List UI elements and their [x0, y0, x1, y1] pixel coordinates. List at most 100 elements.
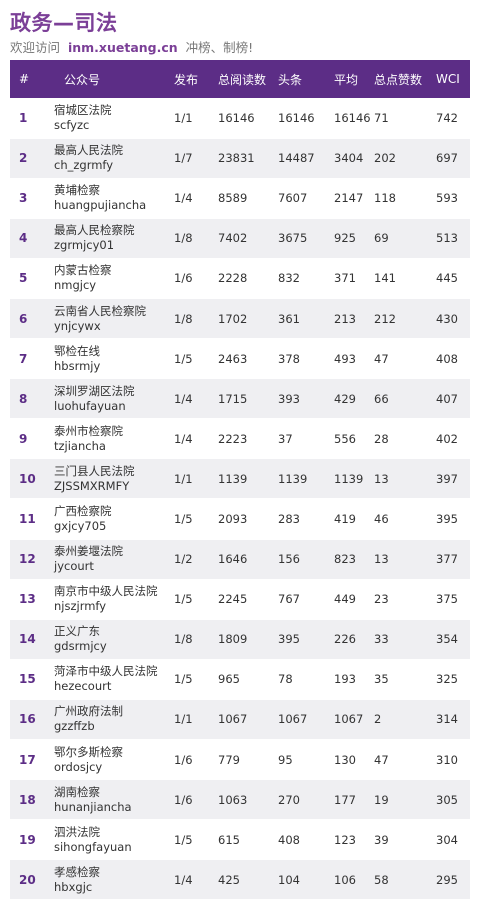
total-reads-cell: 965: [214, 659, 274, 700]
col-header-wci: WCI: [436, 72, 460, 86]
site-link[interactable]: inm.xuetang.cn: [67, 40, 178, 55]
publish-cell: 1/8: [170, 298, 214, 340]
likes-cell: 69: [370, 218, 432, 259]
account-name[interactable]: 鄂检在线: [54, 343, 100, 358]
rank-cell: 17: [10, 739, 50, 781]
account-name[interactable]: 深圳罗湖区法院: [54, 383, 135, 398]
headline-reads-cell: 1139: [274, 458, 330, 500]
headline-reads-cell: 16146: [274, 98, 330, 139]
account-id: ordosjcy: [54, 759, 103, 774]
account-name[interactable]: 黄埔检察: [54, 183, 100, 198]
account-name[interactable]: 广州政府法制: [54, 704, 123, 719]
col-header-publish: 发布: [174, 72, 199, 87]
account-cell: 广州政府法制 gzzffzb: [50, 699, 170, 741]
page-title: 政务—司法: [10, 11, 118, 35]
col-header-average: 平均: [334, 72, 359, 87]
account-id: hezecourt: [54, 679, 112, 694]
wci-cell: 430: [432, 298, 470, 340]
table-row: 5 内蒙古检察 nmgjcy 1/6 2228 832 371 141 445: [10, 258, 470, 299]
wci-cell: 295: [432, 859, 470, 901]
total-reads-cell: 2228: [214, 258, 274, 299]
publish-cell: 1/4: [170, 859, 214, 901]
publish-cell: 1/6: [170, 739, 214, 781]
account-name[interactable]: 湖南检察: [54, 784, 100, 799]
publish-cell: 1/1: [170, 98, 214, 139]
account-name[interactable]: 广西检察院: [54, 503, 112, 518]
wci-cell: 314: [432, 699, 470, 741]
headline-reads-cell: 393: [274, 378, 330, 420]
average-reads-cell: 193: [330, 659, 370, 700]
wci-cell: 395: [432, 498, 470, 540]
account-name[interactable]: 内蒙古检察: [54, 263, 112, 278]
page-subtitle: 欢迎访问 inm.xuetang.cn 冲榜、制榜!: [10, 37, 253, 56]
account-name[interactable]: 云南省人民检察院: [54, 303, 146, 318]
account-id: hbxgjc: [54, 879, 93, 894]
rank-cell: 20: [10, 859, 50, 901]
publish-cell: 1/5: [170, 659, 214, 700]
publish-cell: 1/4: [170, 378, 214, 420]
wci-cell: 402: [432, 418, 470, 460]
headline-reads-cell: 767: [274, 579, 330, 620]
account-cell: 黄埔检察 huangpujiancha: [50, 178, 170, 219]
wci-cell: 407: [432, 378, 470, 420]
likes-cell: 202: [370, 138, 432, 179]
account-name[interactable]: 泰州姜堰法院: [54, 544, 123, 559]
account-name[interactable]: 最高人民法院: [54, 143, 123, 158]
table-row: 3 黄埔检察 huangpujiancha 1/4 8589 7607 2147 118 593: [10, 178, 470, 219]
headline-reads-cell: 270: [274, 779, 330, 821]
account-name[interactable]: 孝感检察: [54, 864, 100, 879]
total-reads-cell: 2245: [214, 579, 274, 620]
account-name[interactable]: 菏泽市中级人民法院: [54, 664, 158, 679]
total-reads-cell: 23831: [214, 138, 274, 179]
account-name[interactable]: 泰州市检察院: [54, 423, 123, 438]
headline-reads-cell: 14487: [274, 138, 330, 179]
headline-reads-cell: 361: [274, 298, 330, 340]
wci-cell: 305: [432, 779, 470, 821]
account-name[interactable]: 三门县人民法院: [54, 463, 135, 478]
likes-cell: 2: [370, 699, 432, 741]
account-cell: 最高人民检察院 zgrmjcy01: [50, 218, 170, 259]
table-row: 9 泰州市检察院 tzjiancha 1/4 2223 37 556 28 402: [10, 418, 470, 460]
wci-cell: 304: [432, 819, 470, 861]
likes-cell: 28: [370, 418, 432, 460]
account-id: hunanjiancha: [54, 799, 132, 814]
account-name[interactable]: 最高人民检察院: [54, 223, 135, 238]
account-name[interactable]: 南京市中级人民法院: [54, 584, 158, 599]
table-row: 12 泰州姜堰法院 jycourt 1/2 1646 156 823 13 377: [10, 539, 470, 580]
publish-cell: 1/8: [170, 218, 214, 259]
total-reads-cell: 7402: [214, 218, 274, 259]
headline-reads-cell: 95: [274, 739, 330, 781]
col-header-headline: 头条: [278, 72, 303, 87]
headline-reads-cell: 78: [274, 659, 330, 700]
total-reads-cell: 1063: [214, 779, 274, 821]
rank-cell: 7: [10, 338, 50, 380]
account-cell: 泰州市检察院 tzjiancha: [50, 418, 170, 460]
col-header-rank: #: [19, 72, 30, 86]
account-cell: 湖南检察 hunanjiancha: [50, 779, 170, 821]
welcome-text: 欢迎访问: [10, 40, 61, 55]
wci-cell: 593: [432, 178, 470, 219]
wci-cell: 310: [432, 739, 470, 781]
total-reads-cell: 8589: [214, 178, 274, 219]
account-id: ynjcywx: [54, 318, 101, 333]
headline-reads-cell: 156: [274, 539, 330, 580]
account-name[interactable]: 泗洪法院: [54, 824, 100, 839]
account-cell: 最高人民法院 ch_zgrmfy: [50, 138, 170, 179]
average-reads-cell: 106: [330, 859, 370, 901]
average-reads-cell: 556: [330, 418, 370, 460]
publish-cell: 1/4: [170, 418, 214, 460]
rank-cell: 6: [10, 298, 50, 340]
account-name[interactable]: 正义广东: [54, 624, 100, 639]
account-name[interactable]: 宿城区法院: [54, 102, 112, 117]
likes-cell: 19: [370, 779, 432, 821]
wci-cell: 445: [432, 258, 470, 299]
account-id: zgrmjcy01: [54, 238, 115, 253]
headline-reads-cell: 1067: [274, 699, 330, 741]
wci-cell: 397: [432, 458, 470, 500]
average-reads-cell: 213: [330, 298, 370, 340]
total-reads-cell: 1715: [214, 378, 274, 420]
account-name[interactable]: 鄂尔多斯检察: [54, 744, 123, 759]
publish-cell: 1/6: [170, 779, 214, 821]
headline-reads-cell: 7607: [274, 178, 330, 219]
publish-cell: 1/8: [170, 619, 214, 660]
